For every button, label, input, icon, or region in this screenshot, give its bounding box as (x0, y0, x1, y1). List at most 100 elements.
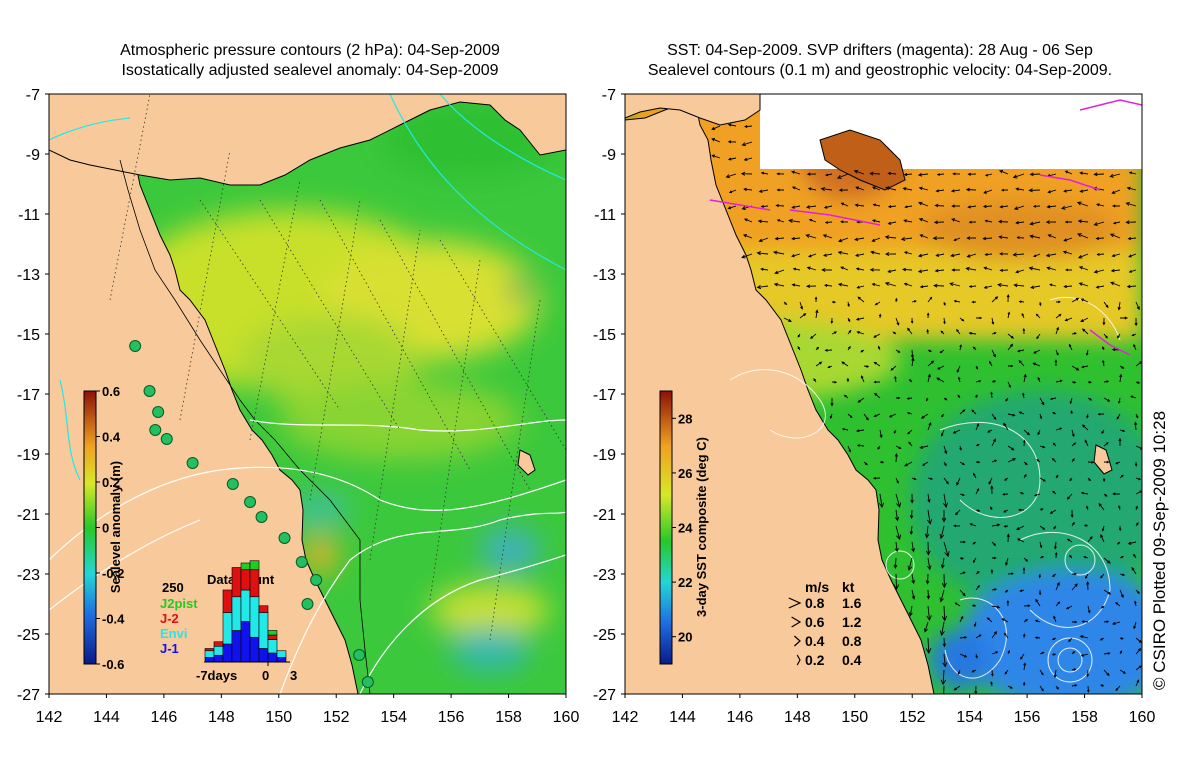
velocity-legend-ms: 0.2 (805, 652, 825, 668)
velocity-arrow (1017, 538, 1025, 543)
velocity-arrow (884, 235, 897, 240)
right-title-line1: SST: 04-Sep-2009. SVP drifters (magenta)… (667, 42, 1093, 59)
velocity-arrow (927, 360, 935, 367)
velocity-arrow (1023, 618, 1028, 623)
velocity-legend-ms: 0.6 (805, 614, 825, 630)
velocity-arrow (1071, 458, 1075, 463)
velocity-arrow (1004, 632, 1009, 639)
velocity-arrow (927, 349, 932, 352)
colorbar-tick-label: 0.2 (102, 475, 120, 490)
velocity-arrow (1080, 298, 1089, 303)
velocity-arrow (903, 282, 913, 287)
data-count-bar-segment (276, 657, 287, 663)
velocity-arrow (727, 205, 737, 210)
velocity-arrow (814, 296, 818, 303)
velocity-arrow (1066, 538, 1073, 543)
left-lat-label: -11 (18, 207, 40, 224)
velocity-arrow (971, 409, 977, 415)
velocity-arrow (941, 510, 947, 523)
velocity-arrow (1055, 326, 1059, 335)
velocity-arrow (806, 284, 817, 289)
left-lat-label: -19 (17, 447, 40, 464)
velocity-arrow (1033, 349, 1041, 354)
velocity-arrow (774, 269, 785, 275)
velocity-arrow (853, 169, 865, 175)
velocity-arrow (792, 267, 801, 271)
velocity-arrow (907, 327, 913, 335)
velocity-arrow (933, 220, 945, 225)
velocity-arrow (934, 203, 945, 208)
velocity-arrow (1066, 493, 1073, 500)
velocity-arrow (783, 317, 792, 322)
pressure-contour (49, 519, 201, 611)
velocity-arrow (1071, 521, 1075, 527)
velocity-arrow (1096, 203, 1105, 207)
velocity-arrow (1110, 268, 1121, 273)
sealevel-contour (1064, 544, 1096, 576)
velocity-arrow (1033, 493, 1041, 497)
data-count-bar-segment (213, 641, 224, 647)
pressure-contour-cyan (49, 117, 131, 141)
velocity-arrow (711, 125, 721, 131)
velocity-arrow (1116, 541, 1121, 545)
velocity-arrow (975, 634, 982, 639)
data-count-bar-segment (204, 650, 215, 658)
data-count-xlabel-zero: 0 (262, 668, 269, 683)
data-count-bar-segment (213, 654, 224, 663)
velocity-arrow (1016, 236, 1025, 239)
velocity-arrow (959, 317, 965, 322)
velocity-arrow (895, 297, 898, 303)
velocity-arrow (1085, 349, 1089, 356)
velocity-arrow (823, 253, 833, 257)
velocity-arrow (975, 460, 981, 464)
tide-gauge-marker (186, 457, 199, 469)
velocity-arrow (874, 301, 881, 306)
velocity-arrow (1102, 477, 1106, 482)
velocity-legend-ms: 0.4 (805, 633, 825, 649)
velocity-arrow (1013, 283, 1025, 288)
velocity-arrow (887, 269, 897, 273)
sla-eddy-cold4 (508, 278, 532, 302)
velocity-arrow (837, 282, 849, 287)
velocity-arrow (1100, 573, 1105, 579)
velocity-arrow (932, 236, 945, 241)
velocity-arrow (1045, 220, 1057, 224)
velocity-arrow (904, 205, 913, 209)
velocity-arrow (957, 669, 961, 675)
sealevel-contour (944, 597, 1007, 679)
data-count-bar-segment (240, 589, 251, 622)
velocity-arrow (1039, 541, 1043, 549)
data-count-bar-segment (204, 657, 215, 663)
velocity-arrow (847, 445, 851, 453)
velocity-arrow (725, 173, 737, 179)
velocity-arrow (854, 203, 865, 207)
data-count-bar-segment (249, 560, 260, 571)
left-lon-label: 150 (265, 709, 292, 726)
right-lon-label: 152 (899, 709, 926, 726)
tide-gauge-marker (361, 676, 374, 688)
velocity-arrow (773, 282, 785, 287)
velocity-arrow (987, 429, 993, 433)
velocity-arrow (1063, 237, 1073, 242)
velocity-arrow (1023, 461, 1028, 466)
sla-eddy-warm (302, 537, 338, 573)
velocity-arrow (1070, 509, 1074, 519)
velocity-arrow (1079, 171, 1089, 175)
velocity-arrow (1097, 412, 1105, 416)
velocity-arrow (968, 285, 977, 288)
velocity-arrow (1077, 253, 1089, 259)
velocity-arrow (1135, 413, 1139, 419)
velocity-arrow (760, 267, 769, 271)
velocity-arrow (1022, 633, 1026, 639)
velocity-arrow (953, 299, 961, 303)
colorbar-tick-label: 0.4 (102, 430, 121, 445)
velocity-arrow (1135, 490, 1142, 495)
velocity-arrow (902, 187, 913, 191)
velocity-arrow (919, 285, 929, 289)
velocity-arrow (840, 220, 849, 224)
drifter-track (789, 209, 881, 226)
velocity-arrow (917, 269, 929, 274)
right-lat-label: -23 (593, 567, 616, 584)
data-count-bar-segment (267, 634, 278, 640)
velocity-arrow (1055, 379, 1063, 383)
